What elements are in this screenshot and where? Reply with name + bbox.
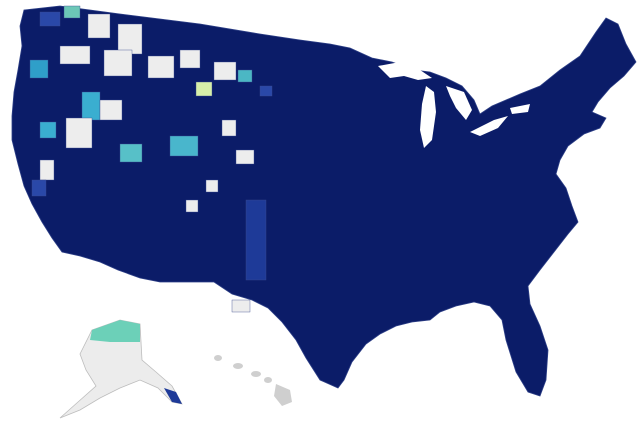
county: [169, 135, 199, 157]
county: [259, 85, 273, 97]
lake-michigan: [420, 86, 436, 148]
county: [235, 149, 255, 165]
county: [39, 121, 57, 139]
island: [214, 355, 222, 361]
county: [29, 59, 49, 79]
county: [179, 49, 201, 69]
county: [39, 159, 55, 181]
county: [213, 61, 237, 81]
county: [185, 199, 199, 213]
county: [237, 69, 253, 83]
county: [205, 179, 219, 193]
county: [99, 99, 123, 121]
county: [119, 143, 143, 163]
county: [117, 23, 143, 55]
island: [264, 377, 272, 383]
lake-ontario: [510, 104, 530, 114]
island: [251, 371, 261, 377]
island: [274, 384, 292, 406]
county: [63, 5, 81, 19]
county: [81, 91, 101, 121]
lake-huron: [446, 86, 472, 120]
alaska: [59, 319, 183, 419]
county: [221, 119, 237, 137]
us-mainland: [11, 5, 637, 397]
county: [31, 179, 47, 197]
alaska-southeast: [164, 388, 182, 404]
county: [39, 11, 61, 27]
county: [195, 81, 213, 97]
county: [147, 55, 175, 79]
lake-superior: [378, 62, 432, 80]
hawaii: [214, 355, 292, 406]
county: [87, 13, 111, 39]
county: [245, 199, 267, 281]
county: [65, 117, 93, 149]
county: [59, 45, 91, 65]
alaska-land: [59, 319, 183, 419]
contiguous-us: [11, 5, 637, 397]
county-patches: [29, 5, 273, 313]
county: [103, 49, 133, 77]
island: [233, 363, 243, 369]
lake-erie: [470, 116, 508, 136]
alaska-north: [90, 320, 140, 342]
county: [231, 299, 251, 313]
